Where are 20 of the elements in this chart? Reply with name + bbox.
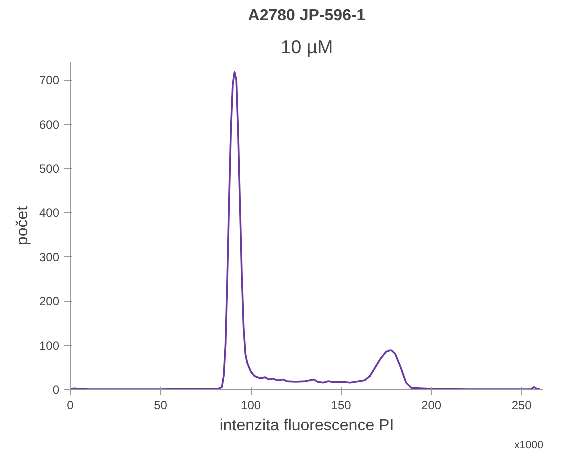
y-tick-label: 0 xyxy=(52,383,60,397)
y-tick-label: 300 xyxy=(39,250,60,264)
x-tick-label: 200 xyxy=(422,398,442,412)
y-tick-label: 100 xyxy=(39,338,60,353)
x-tick-label: 100 xyxy=(241,398,262,412)
y-axis-title: počet xyxy=(14,206,32,246)
y-tick-label: 200 xyxy=(39,294,60,309)
y-tick-label: 600 xyxy=(39,118,60,132)
y-tick-label: 700 xyxy=(39,74,60,88)
chart-subtitle: 10 µM xyxy=(280,36,334,58)
y-tick-label: 400 xyxy=(39,206,60,220)
x-tick-label: 0 xyxy=(67,398,74,412)
chart-title: A2780 JP-596-1 xyxy=(248,8,366,24)
x-tick-label: 50 xyxy=(154,398,168,412)
x-tick-label: 250 xyxy=(512,398,532,412)
line-series xyxy=(70,71,541,390)
text: x1000 xyxy=(514,440,544,452)
x-axis-title: intenzita fluorescence PI xyxy=(220,418,394,434)
y-tick-label: 500 xyxy=(39,162,60,176)
x-tick-label: 150 xyxy=(331,398,352,412)
